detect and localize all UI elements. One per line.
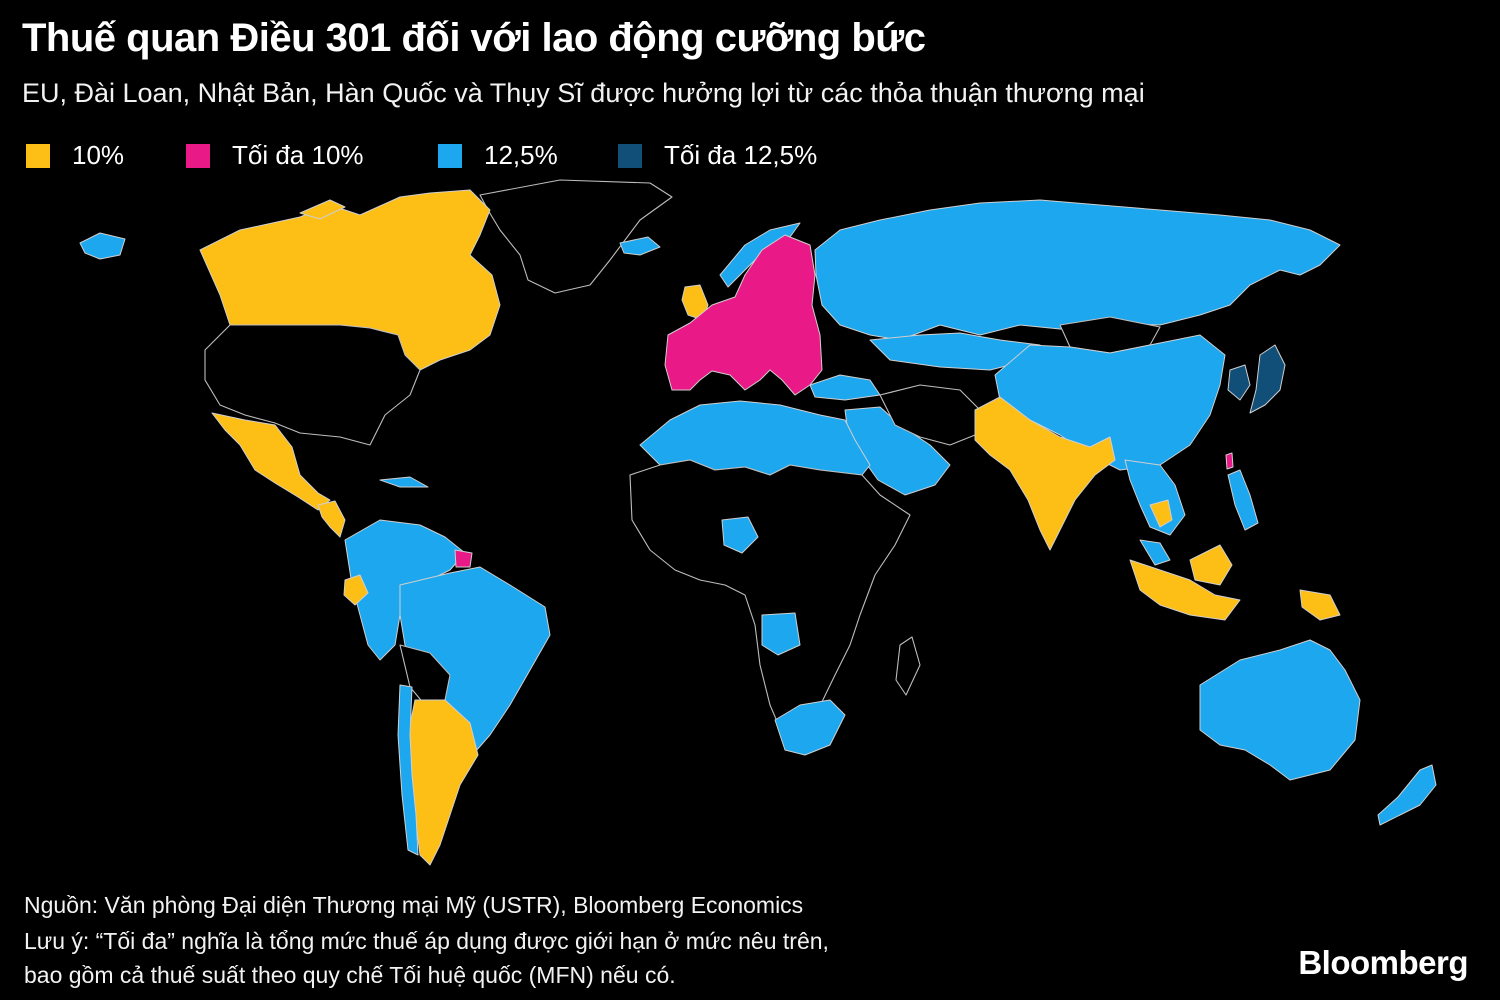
region-central-america xyxy=(317,500,346,538)
legend-swatch-max-12-5 xyxy=(618,143,642,168)
legend-swatch-10 xyxy=(26,143,50,168)
region-borneo xyxy=(1189,544,1233,586)
legend-swatch-max-10 xyxy=(186,143,210,168)
region-ecuador xyxy=(343,574,369,606)
legend: 10% Tối đa 10% 12,5% Tối đa 12,5% xyxy=(26,140,858,171)
legend-label-10: 10% xyxy=(72,140,125,170)
region-nigeria xyxy=(721,516,759,554)
legend-item-12-5: 12,5% xyxy=(438,140,618,171)
legend-swatch-12-5 xyxy=(438,143,462,168)
region-madagascar xyxy=(895,636,921,696)
region-philippines xyxy=(1227,469,1259,531)
region-indonesia xyxy=(1129,559,1241,621)
region-se-asia-mainland xyxy=(1124,459,1186,536)
region-canada-arctic xyxy=(299,199,346,220)
legend-label-max-10: Tối đa 10% xyxy=(232,140,364,170)
legend-label-max-12-5: Tối đa 12,5% xyxy=(664,140,818,170)
region-africa xyxy=(629,459,911,741)
region-new-zealand xyxy=(1377,764,1437,826)
region-south-africa xyxy=(774,699,846,756)
region-vietnam xyxy=(1149,499,1173,528)
region-european-union xyxy=(664,234,823,396)
region-turkey xyxy=(809,374,881,401)
region-angola xyxy=(761,612,801,656)
chart-title: Thuế quan Điều 301 đối với lao động cưỡn… xyxy=(22,16,926,60)
source-note: Nguồn: Văn phòng Đại diện Thương mại Mỹ … xyxy=(24,892,804,918)
world-map xyxy=(79,179,1437,866)
region-australia xyxy=(1199,639,1361,781)
chart-subtitle: EU, Đài Loan, Nhật Bản, Hàn Quốc và Thụy… xyxy=(22,78,1145,108)
region-papua xyxy=(1299,589,1341,621)
bloomberg-logo: Bloomberg xyxy=(1298,944,1468,981)
region-taiwan xyxy=(1225,452,1234,470)
footnote-line-2: bao gồm cả thuế suất theo quy chế Tối hu… xyxy=(24,962,676,988)
region-caribbean xyxy=(379,476,429,488)
legend-label-12-5: 12,5% xyxy=(484,140,558,170)
legend-item-10: 10% xyxy=(26,140,186,171)
region-argentina xyxy=(407,699,479,866)
region-japan xyxy=(1249,344,1286,414)
region-iceland xyxy=(619,236,661,256)
region-alaska xyxy=(79,232,126,260)
region-india xyxy=(974,396,1116,551)
region-russia xyxy=(814,199,1341,341)
region-united-states xyxy=(204,324,421,446)
region-korea xyxy=(1227,364,1251,401)
legend-item-max-10: Tối đa 10% xyxy=(186,140,438,171)
footnote-line-1: Lưu ý: “Tối đa” nghĩa là tổng mức thuế á… xyxy=(24,928,829,954)
region-greenland xyxy=(479,179,673,294)
region-malaysia xyxy=(1139,539,1171,566)
region-chile xyxy=(397,684,419,856)
region-french-guiana xyxy=(454,549,473,568)
legend-item-max-12-5: Tối đa 12,5% xyxy=(618,140,858,171)
